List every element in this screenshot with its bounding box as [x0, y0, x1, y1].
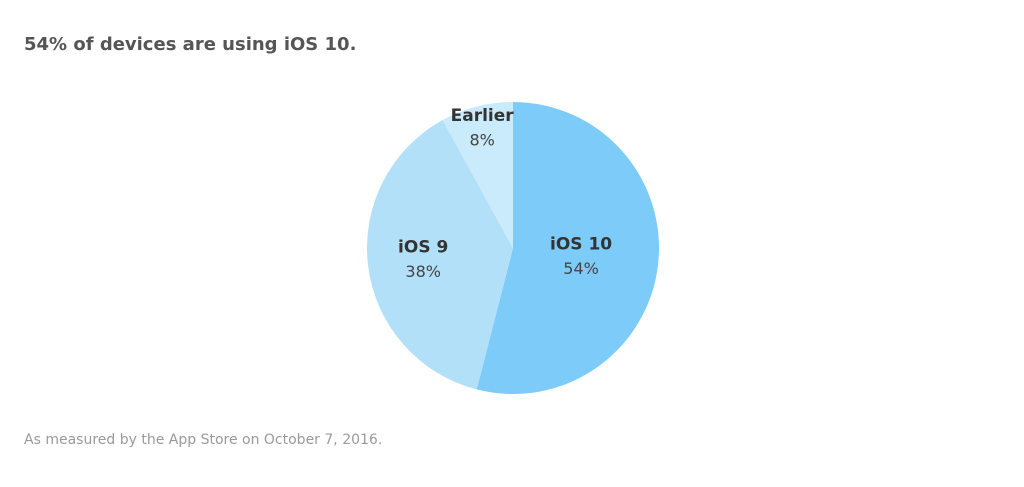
value-label: 54% — [563, 259, 599, 278]
chart-title: 54% of devices are using iOS 10. — [24, 34, 356, 55]
value-label: 8% — [469, 130, 494, 149]
pie-slice — [442, 102, 513, 248]
pie-slice — [476, 102, 659, 394]
footnote: As measured by the App Store on October … — [24, 432, 382, 448]
slice-label: iOS 9 — [398, 237, 448, 257]
value-label: 38% — [405, 262, 441, 281]
slice-label: Earlier — [451, 106, 515, 126]
pie-slice — [366, 120, 513, 390]
slice-label: iOS 10 — [550, 235, 612, 255]
